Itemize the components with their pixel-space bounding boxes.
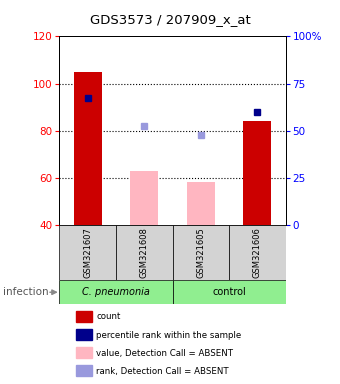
Text: value, Detection Call = ABSENT: value, Detection Call = ABSENT [96, 349, 233, 358]
Text: GSM321608: GSM321608 [140, 227, 149, 278]
Bar [173, 225, 229, 280]
Bar [243, 121, 271, 225]
Text: percentile rank within the sample: percentile rank within the sample [96, 331, 241, 339]
Text: GDS3573 / 207909_x_at: GDS3573 / 207909_x_at [90, 13, 250, 26]
Text: infection: infection [3, 287, 49, 297]
Text: GSM321606: GSM321606 [253, 227, 262, 278]
Bar [116, 225, 173, 280]
Text: count: count [96, 313, 121, 321]
Text: control: control [212, 287, 246, 297]
Bar [229, 225, 286, 280]
Text: GSM321607: GSM321607 [83, 227, 92, 278]
Bar [173, 280, 286, 304]
Text: C. pneumonia: C. pneumonia [82, 287, 150, 297]
Bar [130, 170, 158, 225]
Bar [59, 225, 116, 280]
Bar [187, 182, 215, 225]
Bar [74, 72, 102, 225]
Bar [59, 280, 173, 304]
Text: GSM321605: GSM321605 [196, 227, 205, 278]
Text: rank, Detection Call = ABSENT: rank, Detection Call = ABSENT [96, 367, 229, 376]
